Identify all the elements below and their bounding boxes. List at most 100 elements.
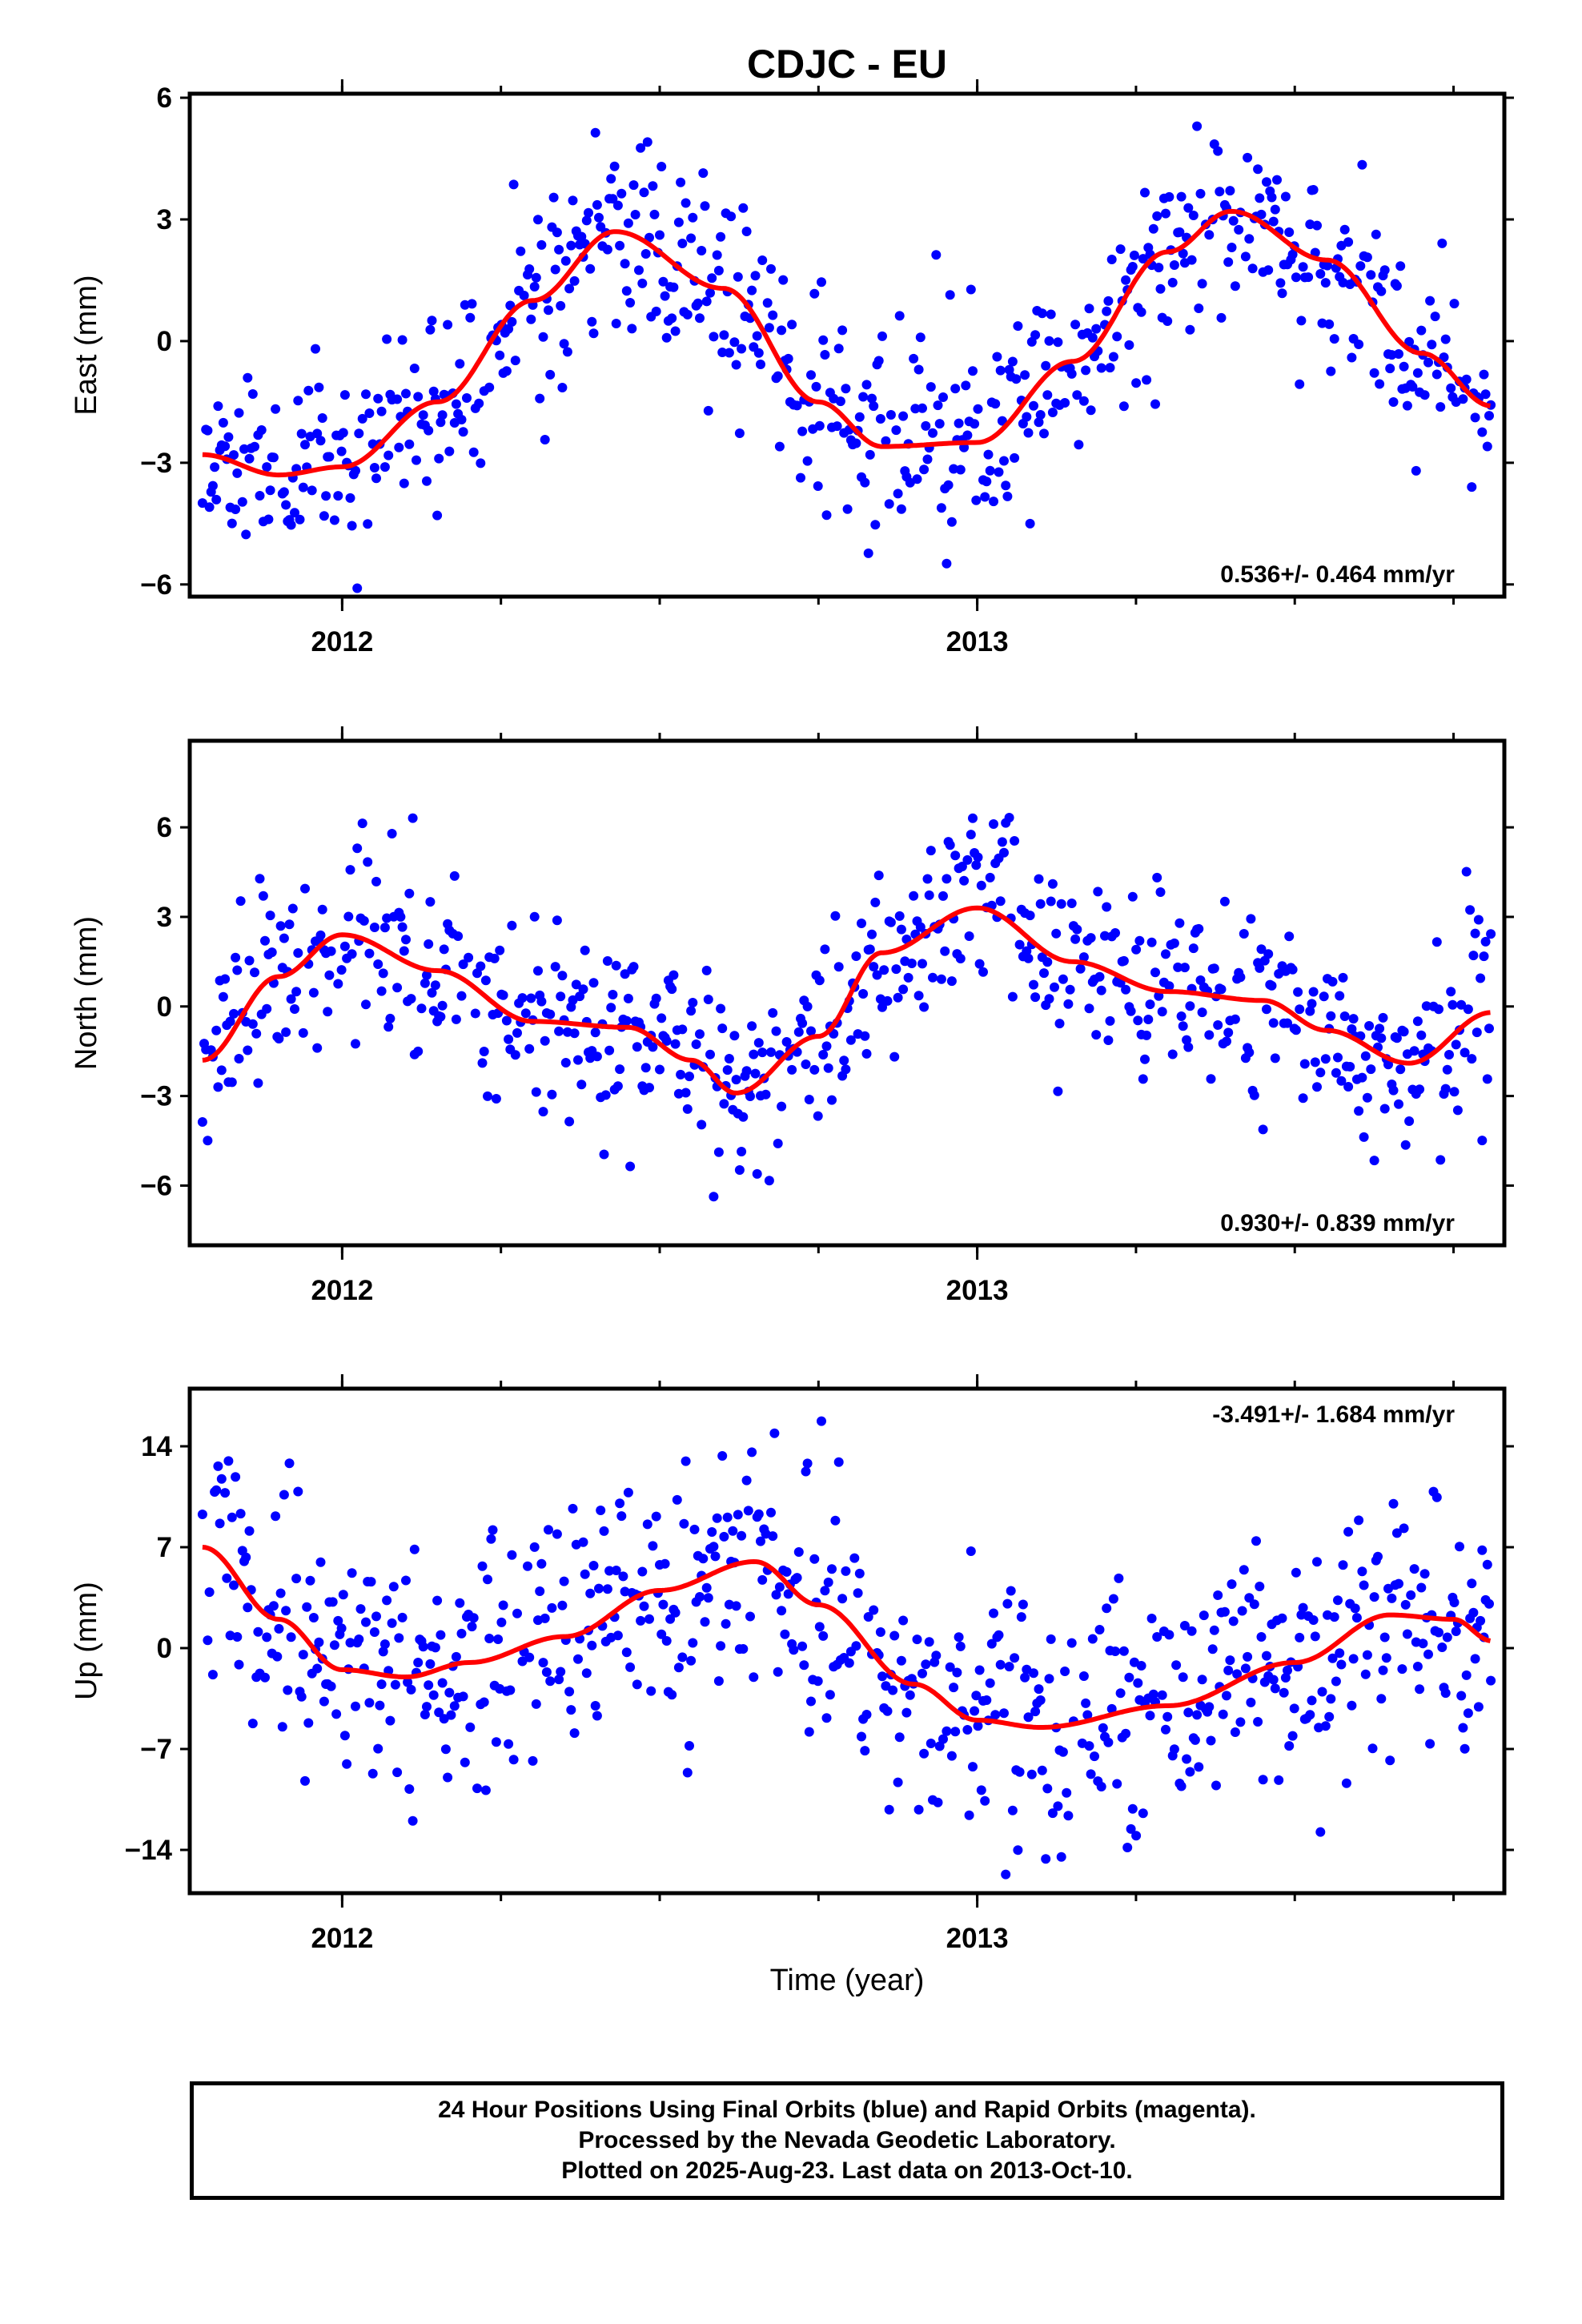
east-point: [1042, 390, 1053, 400]
east-point: [397, 335, 408, 345]
north-point: [1347, 1024, 1357, 1034]
up-point: [801, 1466, 811, 1477]
up-point: [1279, 1687, 1289, 1698]
north-point: [552, 915, 562, 926]
north-point: [449, 870, 460, 881]
east-point: [837, 325, 848, 336]
up-point: [547, 1602, 557, 1613]
north-point: [351, 1039, 360, 1049]
east-point: [1347, 352, 1357, 363]
east-point: [1439, 352, 1449, 363]
up-point: [604, 1566, 615, 1576]
north-point: [681, 1088, 691, 1098]
north-point: [1451, 1039, 1461, 1050]
east-point: [1174, 227, 1185, 237]
up-point: [1029, 1668, 1038, 1679]
east-point: [1416, 325, 1427, 336]
north-point: [456, 991, 467, 1001]
up-point: [757, 1574, 768, 1585]
east-point: [660, 291, 670, 301]
north-point: [298, 1027, 308, 1038]
north-point: [531, 1087, 541, 1097]
east-point: [247, 389, 258, 399]
up-point: [468, 1613, 479, 1623]
up-point: [1186, 1626, 1197, 1636]
east-point: [884, 499, 894, 509]
east-point: [317, 413, 327, 423]
up-point: [700, 1617, 710, 1627]
north-point: [1146, 937, 1157, 947]
north-point: [1065, 984, 1075, 995]
north-x-tick-label: 2012: [311, 1275, 373, 1306]
east-point: [1041, 360, 1051, 371]
east-y-axis-label: East (mm): [70, 275, 103, 415]
north-point: [220, 974, 231, 984]
up-point: [484, 1634, 495, 1643]
east-point: [1105, 363, 1115, 373]
east-point: [536, 239, 547, 250]
up-point: [440, 1744, 451, 1755]
north-point: [1206, 1074, 1216, 1084]
east-point: [1326, 366, 1336, 376]
north-point: [510, 1050, 520, 1060]
north-point: [1360, 1051, 1371, 1061]
north-point: [717, 1023, 728, 1034]
north-point: [1044, 994, 1054, 1004]
up-point: [505, 1685, 516, 1695]
up-x-tick-label: 2013: [946, 1923, 1009, 1954]
east-point: [311, 344, 320, 354]
up-point: [599, 1526, 609, 1536]
up-plot-frame: [187, 1386, 1507, 1896]
north-point: [830, 911, 841, 921]
east-point: [581, 215, 592, 226]
up-point: [1484, 1598, 1494, 1609]
north-point: [964, 931, 974, 941]
north-point: [1357, 1072, 1367, 1083]
up-point: [985, 1678, 995, 1688]
up-point: [524, 1652, 535, 1663]
up-point: [279, 1490, 289, 1500]
up-point: [467, 1622, 477, 1632]
up-point: [378, 1647, 388, 1657]
east-point: [741, 227, 752, 236]
east-point: [1247, 263, 1258, 274]
east-point: [716, 231, 726, 242]
east-point: [352, 583, 363, 593]
east-point: [615, 240, 625, 251]
east-point: [1007, 356, 1018, 367]
east-point: [1121, 275, 1131, 285]
up-point: [1179, 1621, 1190, 1630]
east-point: [768, 310, 778, 320]
up-point: [1317, 1687, 1327, 1697]
north-point: [1110, 928, 1120, 938]
north-x-tick-label: 2013: [946, 1275, 1009, 1306]
east-point: [255, 491, 265, 501]
east-point: [262, 462, 272, 472]
up-point: [1041, 1854, 1051, 1864]
north-point: [959, 875, 970, 886]
north-point: [1010, 836, 1020, 846]
east-point: [954, 418, 964, 428]
north-point: [1154, 991, 1164, 1001]
up-point: [709, 1542, 719, 1552]
east-point: [712, 250, 722, 260]
east-point: [1136, 307, 1146, 317]
north-point: [651, 993, 661, 1003]
up-point: [1037, 1765, 1047, 1775]
up-point: [1096, 1782, 1106, 1791]
east-point: [347, 521, 357, 531]
up-point: [296, 1691, 307, 1702]
north-point: [392, 983, 403, 993]
east-point: [1030, 330, 1041, 340]
north-point: [1486, 929, 1496, 939]
up-point: [1359, 1580, 1369, 1590]
east-point: [424, 425, 434, 436]
up-point: [612, 1630, 623, 1641]
north-point: [1298, 1093, 1308, 1104]
up-point: [235, 1509, 246, 1519]
up-point: [371, 1611, 381, 1622]
up-point: [1002, 1598, 1013, 1609]
up-point: [884, 1804, 894, 1815]
north-point: [648, 1042, 658, 1052]
